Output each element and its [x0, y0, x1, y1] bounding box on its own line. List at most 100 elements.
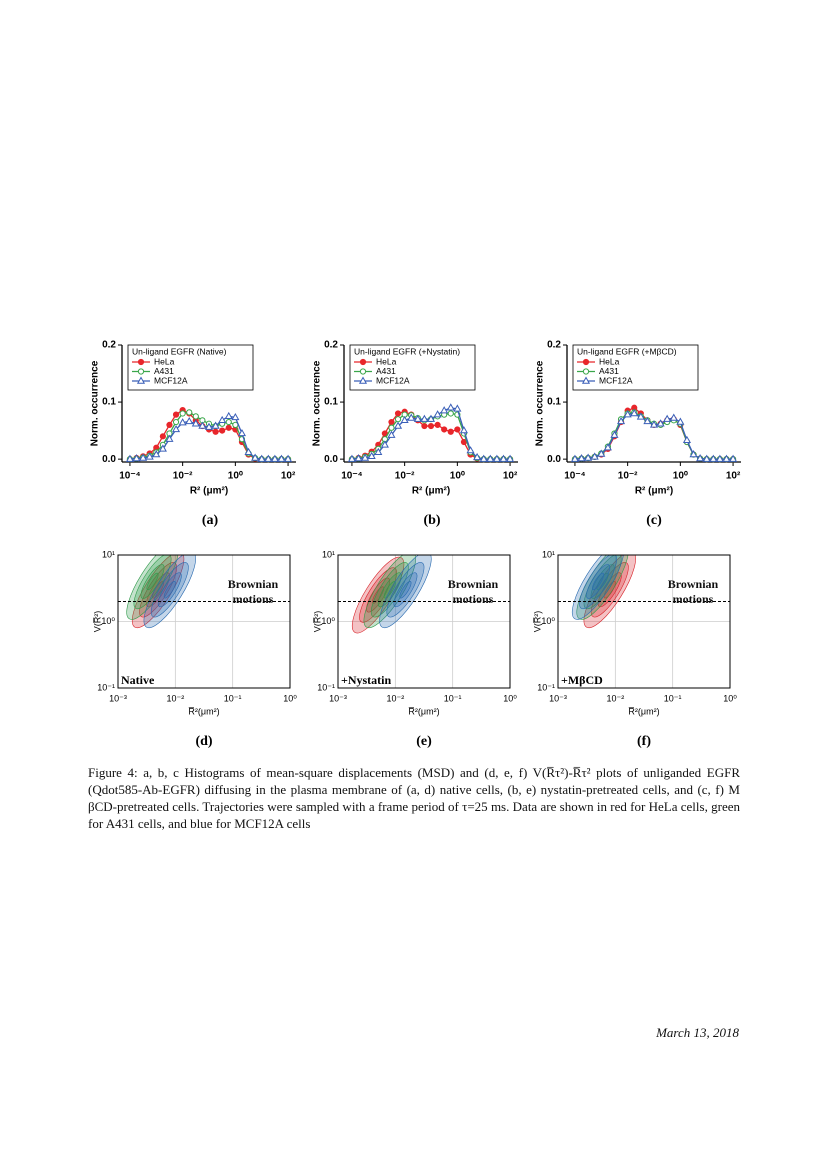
marker	[145, 452, 154, 460]
marker	[447, 428, 454, 435]
marker	[669, 413, 678, 421]
marker	[643, 416, 652, 425]
marker	[479, 454, 488, 462]
marker	[225, 424, 232, 431]
y-axis-label: V(R̅²)	[532, 611, 542, 633]
y-tick-label: 0.2	[547, 340, 561, 351]
legend-label: A431	[599, 366, 619, 376]
marker	[185, 416, 194, 425]
marker	[420, 414, 429, 422]
marker	[231, 412, 240, 421]
marker	[172, 418, 180, 426]
density-contour	[157, 572, 182, 608]
marker	[277, 454, 286, 462]
marker	[224, 411, 233, 420]
density-contour	[579, 555, 617, 610]
marker	[166, 421, 173, 429]
y-axis-label: Norm. occurrence	[90, 360, 101, 446]
x-tick-label: 10⁻²	[618, 471, 638, 482]
density-contour	[592, 572, 605, 591]
marker	[492, 454, 501, 462]
marker	[715, 454, 724, 462]
annotation: Brownian motions	[447, 577, 499, 606]
marker	[610, 430, 619, 438]
density-contour	[163, 581, 176, 599]
x-axis-label: R² (μm²)	[412, 486, 450, 497]
marker	[158, 444, 167, 452]
y-tick-label: 0.0	[102, 454, 116, 465]
x-tick-label: 10⁻²	[173, 471, 193, 482]
date: March 13, 2018	[656, 1025, 739, 1040]
y-tick-label: 10⁰	[101, 616, 115, 626]
x-tick-label: 10²	[281, 471, 296, 482]
legend-box	[349, 344, 476, 391]
legend-label: HeLa	[376, 356, 397, 366]
marker	[506, 454, 515, 462]
legend-title: Un-ligand EGFR (+MβCD)	[577, 346, 677, 356]
marker	[603, 443, 612, 451]
marker	[191, 419, 200, 427]
y-tick-label: 0.0	[324, 454, 338, 465]
marker	[446, 403, 455, 411]
x-tick-label: 10⁻⁴	[564, 471, 585, 482]
density-contour	[399, 581, 412, 599]
marker	[577, 454, 586, 462]
marker	[186, 409, 193, 416]
marker	[616, 416, 626, 425]
x-tick-label: 10⁻¹	[224, 693, 242, 703]
marker	[218, 415, 227, 424]
density-layer	[351, 555, 432, 634]
marker	[198, 421, 207, 429]
marker	[179, 410, 186, 417]
x-axis-label: R̅²(μm²)	[408, 706, 439, 716]
marker	[264, 454, 273, 462]
marker	[447, 410, 454, 417]
plot-frame	[337, 554, 511, 689]
marker	[171, 424, 181, 433]
marker	[178, 418, 187, 426]
density-contour	[150, 562, 189, 618]
legend-title: Un-ligand EGFR (Native)	[132, 346, 227, 356]
x-tick-label: 10²	[503, 471, 518, 482]
x-tick-label: 10²	[726, 471, 741, 482]
y-tick-label: 0.1	[324, 397, 338, 408]
condition-label: +Nystatin	[341, 673, 392, 687]
marker	[426, 414, 436, 422]
legend-title: Un-ligand EGFR (+Nystatin)	[354, 346, 460, 356]
density-contour	[133, 555, 172, 610]
marker	[433, 410, 442, 418]
panel-label: (d)	[195, 734, 212, 749]
plot-frame	[117, 554, 291, 689]
marker	[729, 454, 738, 462]
x-tick-label: 10⁰	[503, 693, 517, 703]
x-tick-label: 10⁻²	[606, 693, 624, 703]
marker	[689, 450, 698, 458]
legend-box	[572, 344, 699, 391]
marker	[204, 422, 214, 430]
marker	[441, 426, 448, 433]
marker	[427, 422, 435, 430]
legend-label: MCF12A	[599, 375, 633, 385]
x-tick-label: 10⁰	[283, 693, 297, 703]
x-tick-label: 10⁰	[228, 471, 243, 482]
condition-label: Native	[121, 673, 155, 687]
marker	[212, 428, 219, 435]
marker	[347, 454, 356, 462]
density-contour	[596, 572, 609, 591]
marker	[192, 413, 199, 420]
marker	[211, 421, 220, 429]
panel-label: (c)	[646, 513, 662, 528]
x-axis-label: R̅²(μm²)	[628, 706, 659, 716]
marker	[219, 427, 226, 434]
x-tick-label: 10⁻¹	[664, 693, 682, 703]
density-contour	[379, 555, 432, 629]
marker	[136, 376, 146, 384]
y-tick-label: 10¹	[542, 549, 555, 559]
marker	[237, 428, 247, 437]
marker	[358, 376, 368, 384]
marker	[454, 426, 461, 433]
marker	[374, 447, 383, 455]
marker	[388, 424, 395, 431]
